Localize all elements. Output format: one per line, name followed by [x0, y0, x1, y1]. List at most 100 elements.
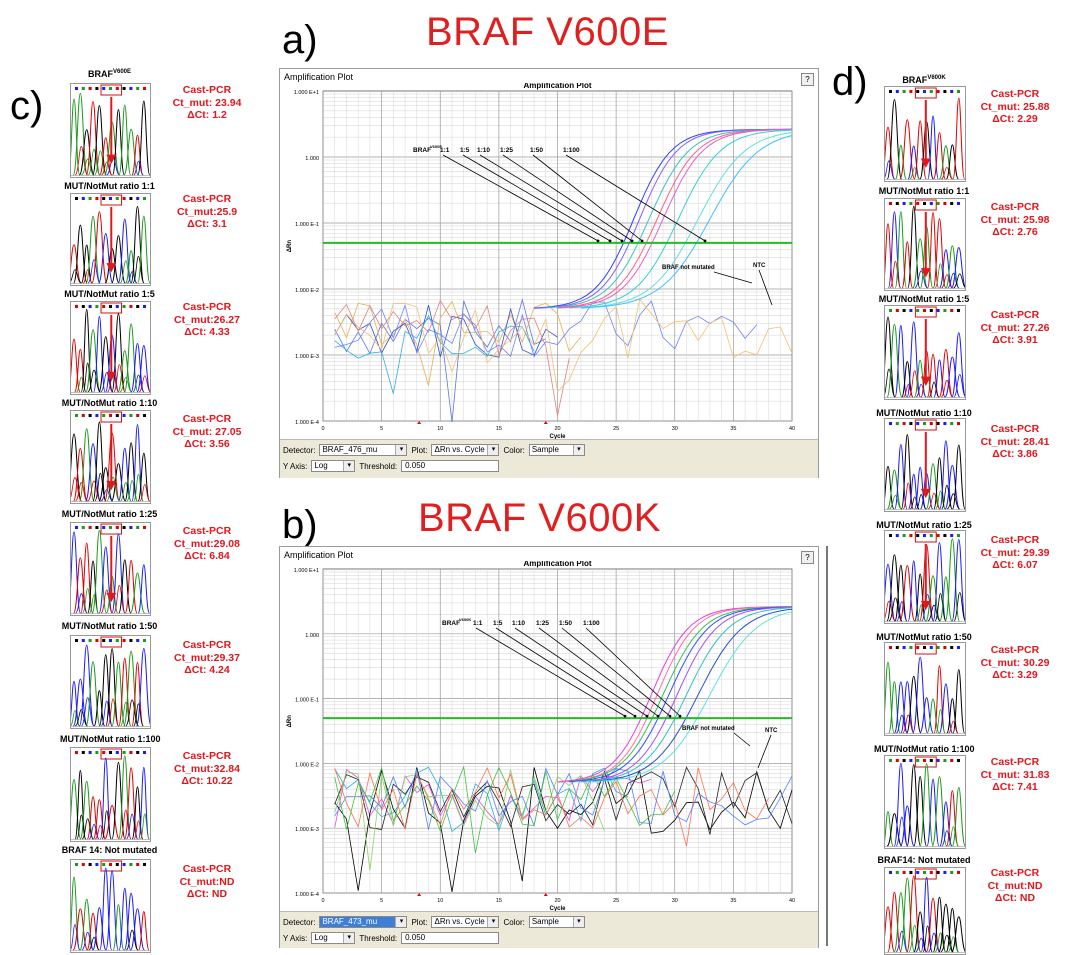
amplification-curve: [592, 608, 793, 782]
chromatogram-peak: [78, 428, 95, 502]
plot-type-select[interactable]: ΔRn vs. Cycle ▾: [431, 444, 500, 456]
chromatogram-minor-peak: [113, 585, 126, 614]
cast-pcr-line1: Cast-PCR: [182, 750, 232, 762]
base-call-mark: [81, 863, 85, 866]
base-call-mark: [143, 751, 146, 754]
y-tick-label: 1.000 E-2: [295, 288, 319, 294]
base-call-mark: [943, 202, 947, 205]
cast-pcr-line3: ΔCt: 4.24: [184, 664, 230, 676]
base-call-mark: [895, 422, 899, 425]
chromatogram-peak: [919, 697, 934, 734]
chromatogram-trace: [71, 523, 150, 614]
base-call-mark: [88, 414, 92, 417]
y-axis-select[interactable]: Log ▾: [311, 460, 356, 472]
chevron-down-icon: ▾: [395, 917, 407, 927]
chromatogram-peak: [72, 908, 89, 951]
detector-select[interactable]: BRAF_473_mu ▾: [319, 916, 408, 928]
cast-pcr-result: Cast-PCR Ct_mut:ND ΔCt: ND: [975, 867, 1055, 905]
chromatogram-peak: [944, 464, 961, 510]
chromatogram-peak: [71, 244, 82, 284]
chromatogram-minor-peak: [909, 167, 920, 180]
chromatogram-title-text: MUT/NotMut ratio 1:50: [61, 621, 158, 631]
chromatogram-peak: [86, 912, 100, 951]
base-call-mark: [950, 646, 954, 649]
plot-a-help-button[interactable]: ?: [801, 73, 814, 86]
annotation-ratio-label: 1:5: [493, 620, 503, 627]
base-call-mark: [88, 863, 92, 866]
chromatogram-peak: [137, 452, 150, 502]
base-call-mark: [902, 202, 906, 205]
chromatogram-image: [70, 410, 151, 504]
amplification-curve: [580, 132, 793, 309]
detector-select[interactable]: BRAF_476_mu ▾: [319, 444, 408, 456]
chromatogram-title: BRAFV600K: [874, 75, 974, 85]
annotation-arrowhead: [633, 714, 637, 718]
chromatogram-minor-peak: [946, 493, 960, 510]
annotation-ratio-label: 1:10: [477, 147, 490, 154]
chromatogram-title-text: MUT/NotMut ratio 1:1: [878, 186, 970, 196]
cast-pcr-line2: Ct_mut:29.37: [174, 651, 240, 664]
chromatogram-peak: [71, 779, 82, 840]
x-tick-label: 15: [496, 426, 502, 432]
chromatogram-peak: [899, 119, 916, 180]
chromatogram-peak: [932, 218, 947, 289]
background-noise-trace: [334, 767, 769, 847]
chromatogram-minor-peak: [914, 270, 928, 289]
chromatogram-peak: [78, 644, 95, 727]
chromatogram-peak: [130, 342, 145, 393]
color-select[interactable]: Sample ▾: [528, 916, 585, 928]
base-call-mark: [936, 90, 940, 93]
base-call-mark: [943, 646, 947, 649]
base-call-mark: [95, 197, 99, 200]
chromatogram-peak: [945, 144, 959, 180]
chromatogram-peak: [131, 661, 144, 727]
base-call-mark: [115, 639, 119, 642]
chromatogram-peak: [907, 145, 921, 180]
base-call-mark: [102, 639, 106, 642]
x-axis-label: Cycle: [549, 434, 566, 439]
cast-pcr-line2: Ct_mut: 27.05: [172, 425, 242, 438]
base-call-mark: [916, 646, 920, 649]
base-call-mark: [95, 751, 99, 754]
base-call-mark: [129, 305, 133, 308]
chromatogram-title-text: MUT/NotMut ratio 1:100: [60, 734, 161, 744]
color-select[interactable]: Sample ▾: [528, 444, 585, 456]
annotation-arrowhead: [640, 239, 644, 243]
chromatogram-peak: [885, 563, 896, 622]
base-call-mark: [902, 534, 906, 537]
x-marker: [417, 421, 422, 424]
base-call-mark: [923, 309, 926, 312]
chromatogram-peak: [913, 120, 927, 180]
base-call-mark: [909, 646, 913, 649]
base-call-mark: [129, 751, 133, 754]
chromatogram-minor-peak: [133, 473, 144, 502]
chromatogram-minor-peak: [895, 930, 909, 953]
plot-type-select[interactable]: ΔRn vs. Cycle ▾: [431, 916, 500, 928]
base-call-mark: [916, 309, 920, 312]
chromatogram-peak: [124, 442, 138, 502]
x-marker: [543, 421, 548, 424]
cast-pcr-line2: Ct_mut:ND: [987, 879, 1043, 892]
chromatogram-trace: [885, 199, 965, 289]
cast-pcr-result: Cast-PCR Ct_mut:29.37 ΔCt: 4.24: [167, 639, 247, 677]
chromatogram-minor-peak: [940, 166, 953, 180]
chromatogram-minor-peak: [125, 929, 139, 951]
chromatogram-peak: [131, 134, 144, 176]
threshold-input[interactable]: 0.050: [401, 460, 500, 472]
base-call-mark: [88, 87, 92, 90]
detector-value: BRAF_473_mu: [322, 917, 378, 926]
plot-b-help-button[interactable]: ?: [801, 551, 814, 564]
chromatogram-peak: [123, 650, 140, 727]
amplification-curve: [580, 607, 793, 783]
annotation-ratio-label: 1:25: [536, 620, 549, 627]
x-marker: [543, 893, 548, 896]
cast-pcr-line3: ΔCt: 6.84: [184, 550, 230, 562]
chromatogram-image: [884, 642, 966, 736]
chromatogram-image: [884, 755, 966, 849]
y-axis-select[interactable]: Log ▾: [311, 932, 356, 944]
threshold-input[interactable]: 0.050: [401, 932, 500, 944]
chromatogram-peak: [933, 457, 946, 510]
chromatogram-peak: [913, 775, 927, 847]
x-tick-label: 35: [730, 426, 736, 432]
base-call-mark: [102, 305, 106, 308]
